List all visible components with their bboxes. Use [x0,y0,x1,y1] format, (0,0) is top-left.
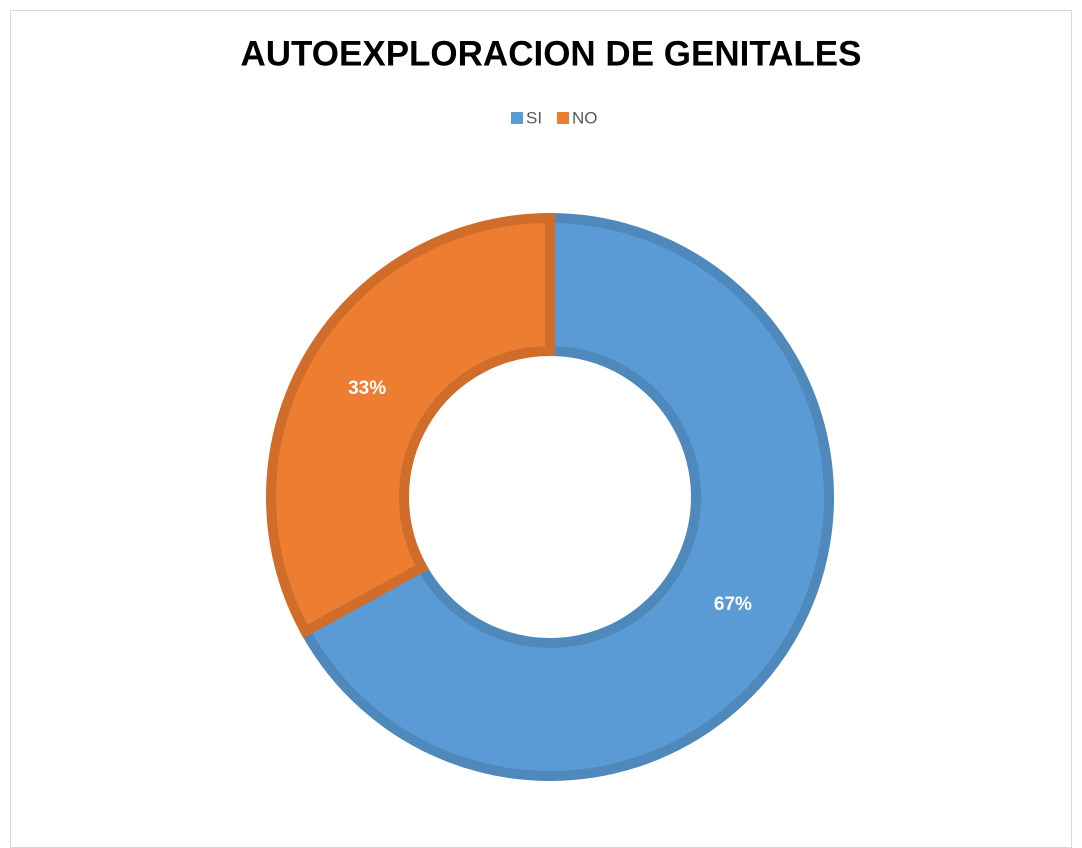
legend-label: SI [526,108,542,127]
data-label: 33% [348,378,386,399]
donut-slice [298,212,834,781]
legend-swatch [511,112,523,124]
chart-title: AUTOEXPLORACION DE GENITALES [241,34,862,73]
slice-edge [266,212,555,639]
donut-slice [266,212,555,639]
legend-label: NO [572,108,598,127]
slice-edge [298,212,834,781]
legend-swatch [557,112,569,124]
data-label: 67% [714,594,752,615]
